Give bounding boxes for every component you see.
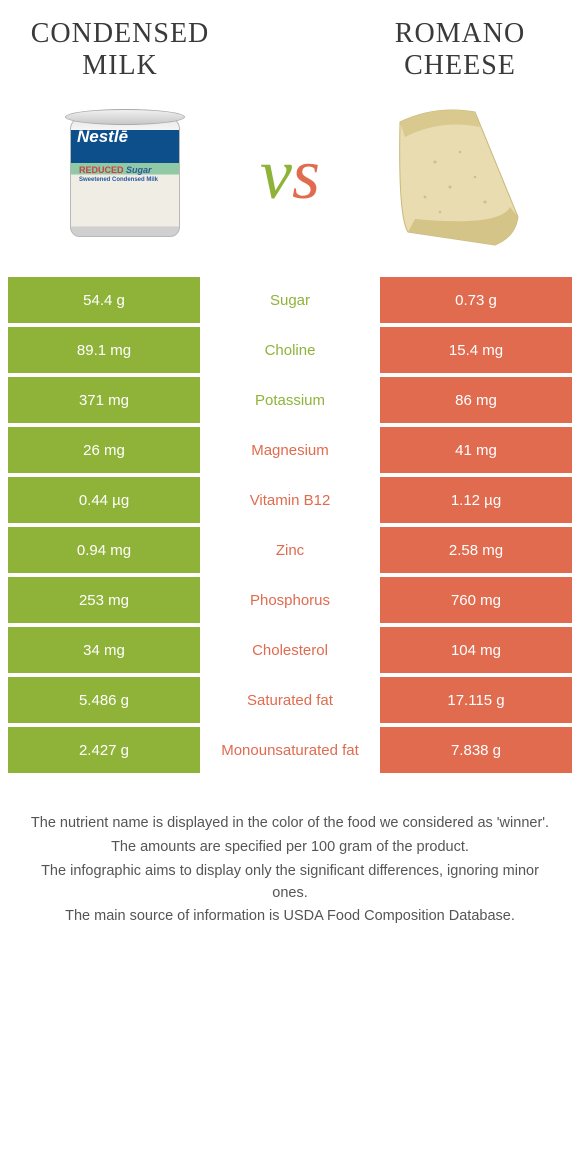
right-value: 86 mg: [380, 377, 572, 423]
nutrient-label: Magnesium: [200, 427, 380, 473]
table-row: 26 mgMagnesium41 mg: [8, 427, 572, 473]
table-row: 54.4 gSugar0.73 g: [8, 277, 572, 323]
left-value: 2.427 g: [8, 727, 200, 773]
left-value: 0.94 mg: [8, 527, 200, 573]
table-row: 89.1 mgCholine15.4 mg: [8, 327, 572, 373]
nutrient-label: Zinc: [200, 527, 380, 573]
table-row: 2.427 gMonounsaturated fat7.838 g: [8, 727, 572, 773]
right-value: 1.12 µg: [380, 477, 572, 523]
right-food-title: Romano cheese: [350, 18, 570, 82]
left-value: 89.1 mg: [8, 327, 200, 373]
nutrient-label: Vitamin B12: [200, 477, 380, 523]
condensed-milk-can-icon: Nestlē REDUCED Sugar Sweetened Condensed…: [55, 105, 195, 245]
right-food-image: [350, 92, 560, 257]
right-value: 7.838 g: [380, 727, 572, 773]
right-value: 104 mg: [380, 627, 572, 673]
can-brand-text: Nestlē: [77, 127, 128, 147]
left-value: 26 mg: [8, 427, 200, 473]
nutrient-label: Sugar: [200, 277, 380, 323]
right-value: 0.73 g: [380, 277, 572, 323]
right-value: 17.115 g: [380, 677, 572, 723]
left-value: 253 mg: [8, 577, 200, 623]
nutrient-label: Saturated fat: [200, 677, 380, 723]
nutrient-label: Cholesterol: [200, 627, 380, 673]
right-value: 41 mg: [380, 427, 572, 473]
right-value: 2.58 mg: [380, 527, 572, 573]
right-value: 760 mg: [380, 577, 572, 623]
left-food-title: Condensed milk: [10, 18, 230, 82]
footer-notes: The nutrient name is displayed in the co…: [0, 773, 580, 960]
table-row: 34 mgCholesterol104 mg: [8, 627, 572, 673]
table-row: 253 mgPhosphorus760 mg: [8, 577, 572, 623]
can-line1: REDUCED Sugar: [79, 165, 152, 175]
footer-line: The main source of information is USDA F…: [30, 906, 550, 928]
table-row: 0.44 µgVitamin B121.12 µg: [8, 477, 572, 523]
table-row: 0.94 mgZinc2.58 mg: [8, 527, 572, 573]
table-row: 5.486 gSaturated fat17.115 g: [8, 677, 572, 723]
nutrient-label: Choline: [200, 327, 380, 373]
nutrient-label: Phosphorus: [200, 577, 380, 623]
left-value: 34 mg: [8, 627, 200, 673]
romano-cheese-icon: [380, 97, 530, 252]
footer-line: The infographic aims to display only the…: [30, 861, 550, 905]
header-row: Condensed milk Romano cheese: [0, 0, 580, 82]
image-row: Nestlē REDUCED Sugar Sweetened Condensed…: [0, 82, 580, 277]
footer-line: The nutrient name is displayed in the co…: [30, 813, 550, 835]
right-value: 15.4 mg: [380, 327, 572, 373]
nutrient-label: Monounsaturated fat: [200, 727, 380, 773]
left-value: 5.486 g: [8, 677, 200, 723]
footer-line: The amounts are specified per 100 gram o…: [30, 837, 550, 859]
left-food-image: Nestlē REDUCED Sugar Sweetened Condensed…: [20, 92, 230, 257]
nutrient-label: Potassium: [200, 377, 380, 423]
left-value: 54.4 g: [8, 277, 200, 323]
left-value: 0.44 µg: [8, 477, 200, 523]
comparison-table: 54.4 gSugar0.73 g89.1 mgCholine15.4 mg37…: [0, 277, 580, 773]
table-row: 371 mgPotassium86 mg: [8, 377, 572, 423]
vs-label: vs: [230, 133, 350, 216]
left-value: 371 mg: [8, 377, 200, 423]
can-line3: Sweetened Condensed Milk: [79, 177, 158, 183]
